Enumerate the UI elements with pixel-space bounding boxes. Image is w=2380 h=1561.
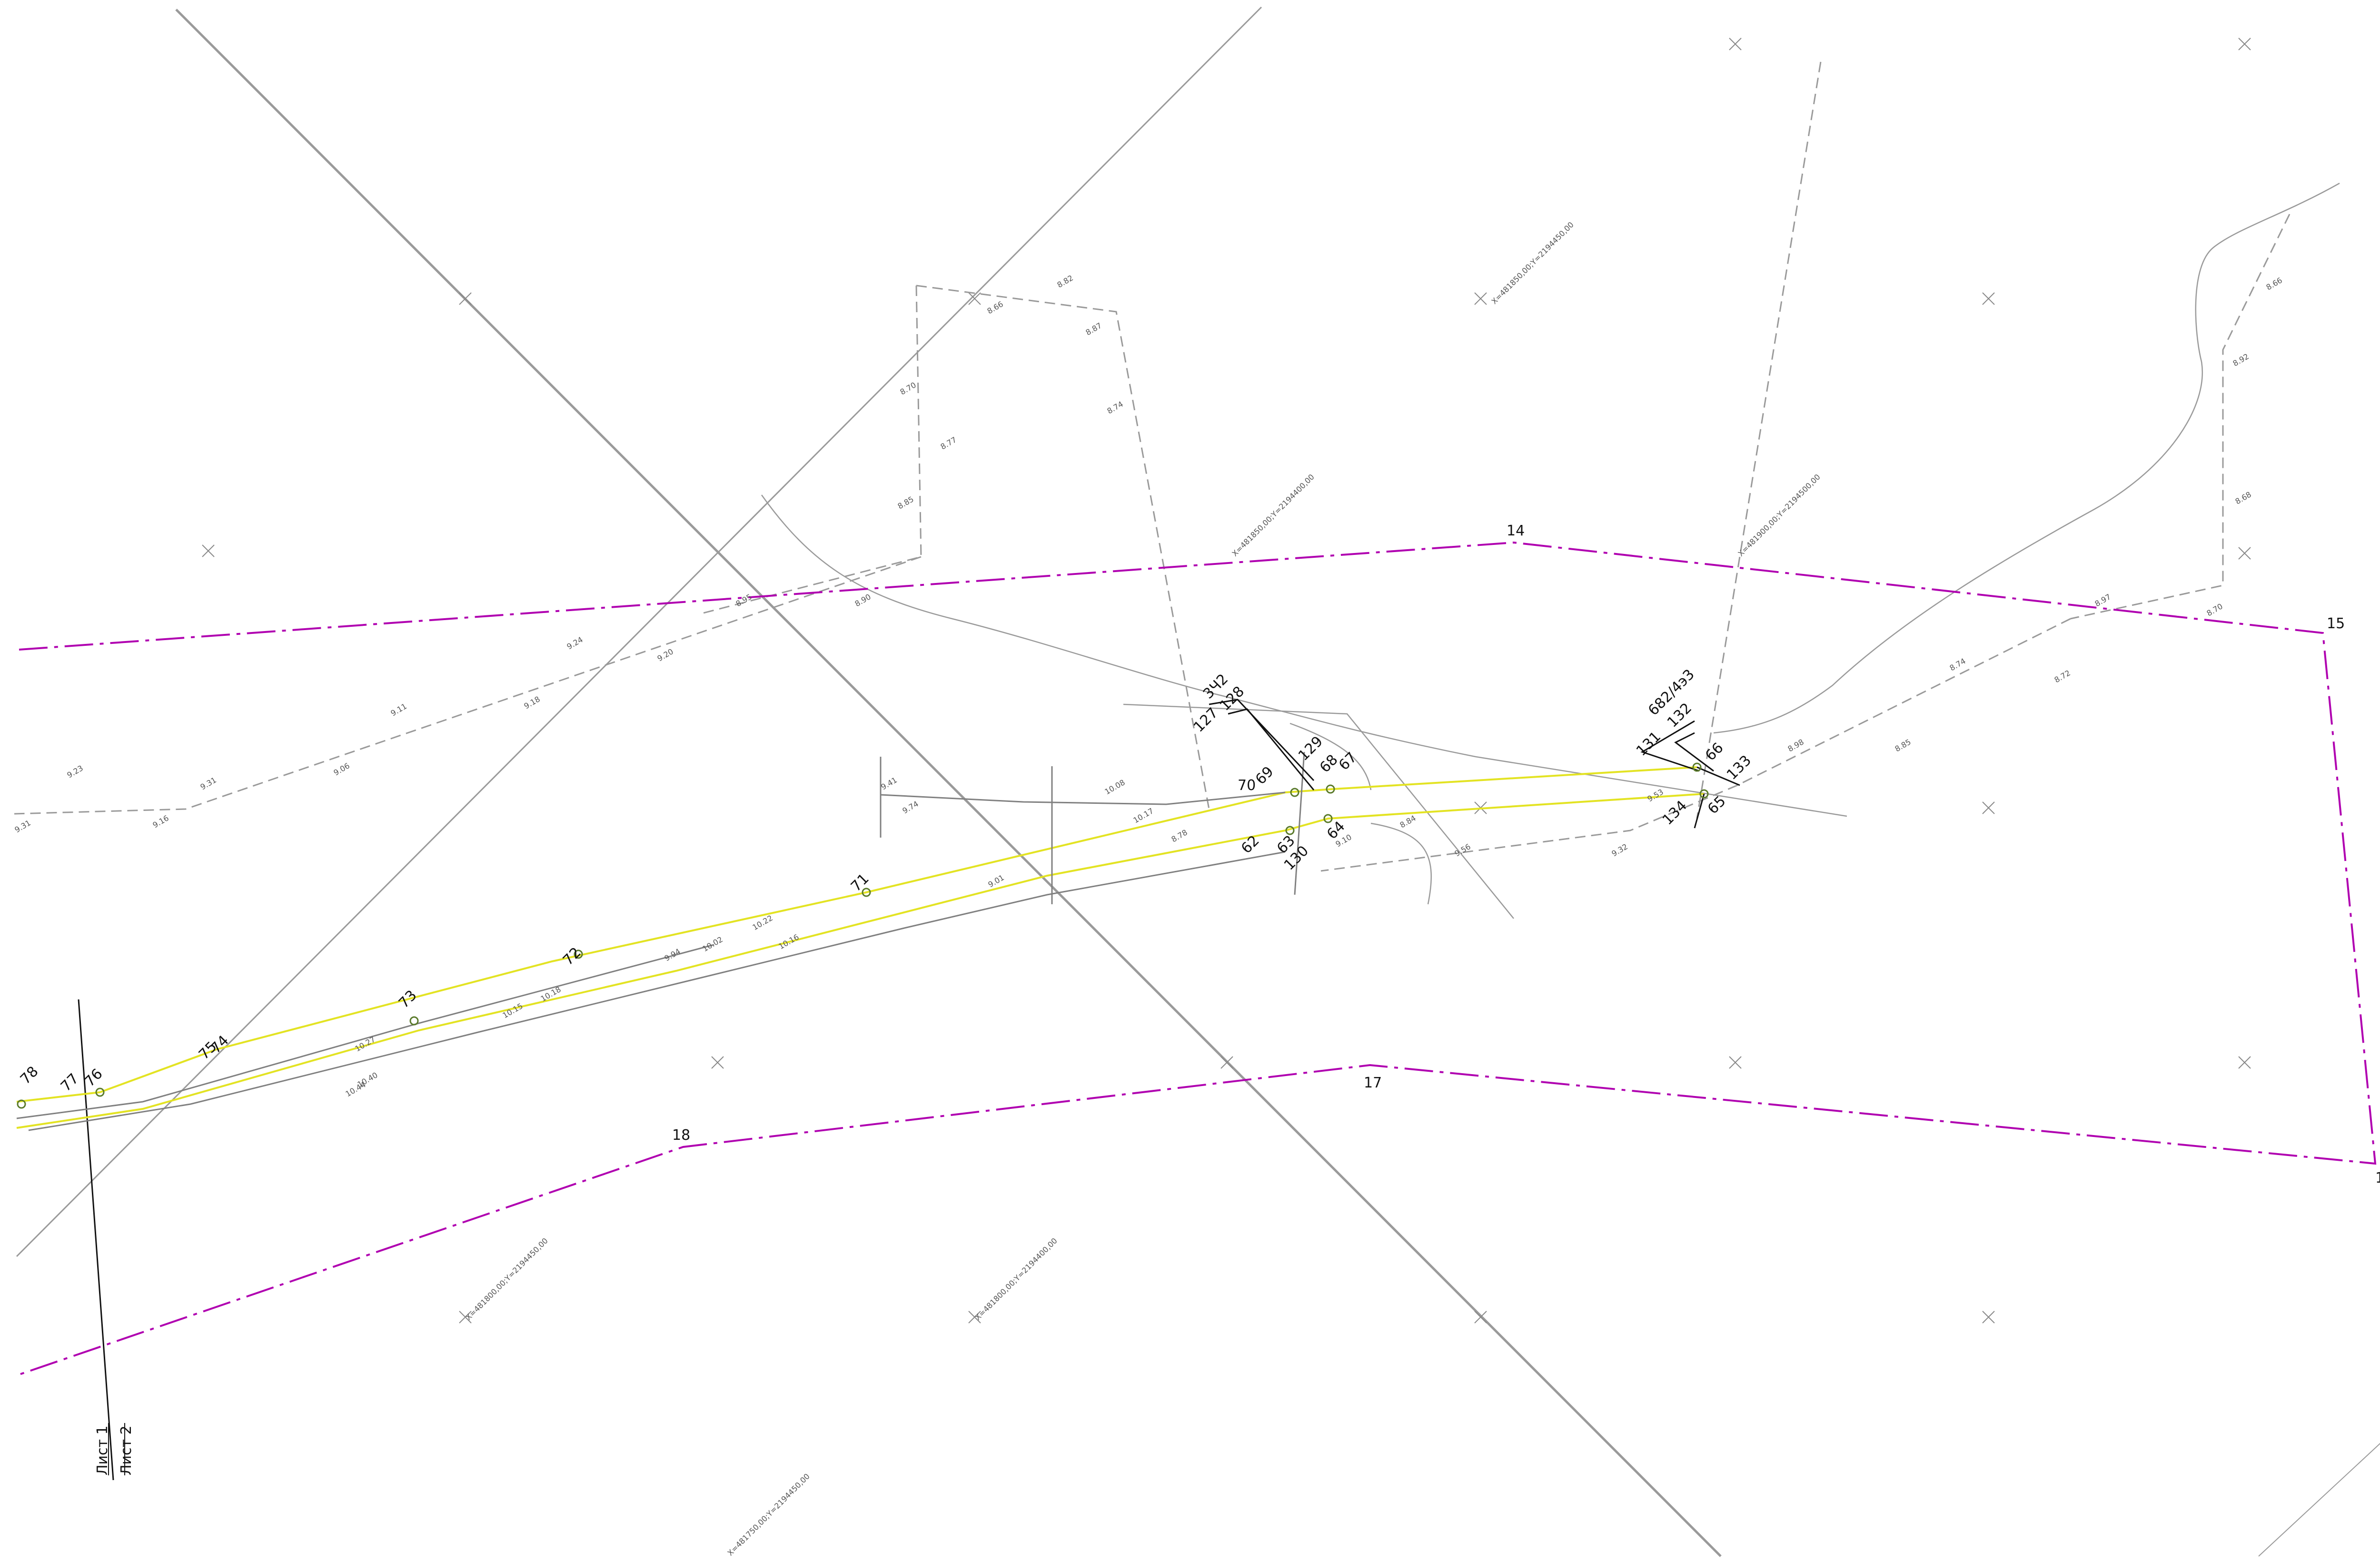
boundary-point-labels: 14 15 16 17 18 [672,523,2380,1186]
spot-height: 9.11 [389,701,408,718]
diagonal-line-corner [2258,1442,2380,1557]
dashed-survey-lines [14,61,2291,872]
structure-ticks [1209,699,1740,829]
diagonal-line-nw-se [175,9,1722,1557]
sheet-labels: Лист 1 Лист 2 [94,1423,135,1475]
spot-height: 8.77 [939,435,958,451]
spot-height: 8.85 [896,494,915,511]
spot-height: 9.18 [523,694,542,711]
boundary-line [16,541,2377,1376]
spot-height: 9.20 [656,647,675,663]
route-point-69: 69 [1252,763,1277,788]
structure-point-131: 131 [1633,728,1664,759]
spot-height: 8.90 [853,592,873,608]
spot-height: 10.02 [701,935,724,953]
spot-height: 9.24 [565,635,585,651]
route-point-78: 78 [17,1063,42,1088]
structure-point-127: 127 [1190,704,1221,735]
boundary-point-14: 14 [1507,523,1525,539]
grid-label: X=481800,00;Y=2194400,00 [973,1236,1059,1322]
route-point-77: 77 [58,1070,82,1095]
spot-height: 9.41 [880,775,899,791]
utility-lines [16,751,1305,1131]
grid-label: X=481750,00;Y=2194450,00 [725,1472,811,1557]
sheet-division-line [78,999,114,1481]
spot-height: 9.53 [1646,787,1665,803]
sheet-label-2: Лист 2 [118,1425,135,1475]
spot-height: 10.17 [1132,806,1155,825]
spot-height: 8.82 [1056,273,1075,289]
route-point-labels: 62 63 64 65 66 67 68 69 70 71 72 73 74 7… [17,740,1729,1095]
boundary-point-17: 17 [1364,1075,1382,1091]
spot-height: 10.44 [344,1080,367,1098]
route-lines [16,766,1705,1129]
route-point-72: 72 [560,944,585,969]
spot-height: 9.94 [663,947,682,963]
spot-height: 8.70 [899,380,918,396]
spot-height: 8.85 [1894,737,1913,753]
spot-height: 10.27 [354,1035,377,1053]
diagonal-line-ne-sw [16,6,1262,1257]
grid-coordinate-labels: X=481850,00;Y=2194400,00 X=481850,00;Y=2… [464,220,1822,1557]
spot-height: 9.32 [1610,842,1629,858]
grid-label: X=481850,00;Y=2194450,00 [1489,220,1575,306]
spot-height: 8.66 [2265,276,2284,292]
grid-label: X=481850,00;Y=2194400,00 [1230,472,1316,558]
spot-height: 8.97 [2093,592,2112,608]
spot-height: 8.95 [734,592,754,608]
spot-height: 9.16 [151,813,170,830]
boundary-point-16: 16 [2375,1170,2380,1186]
route-point-markers [17,762,1709,1109]
spot-height: 8.72 [2053,668,2072,684]
spot-height: 8.92 [2231,352,2251,368]
structure-point-134: 134 [1659,797,1690,828]
grid-label: X=481900,00;Y=2194500,00 [1736,472,1822,558]
spot-height: 10.15 [501,1001,525,1020]
spot-height: 8.68 [2234,490,2253,506]
spot-height: 8.98 [1786,737,1805,753]
spot-height: 9.23 [66,763,85,780]
spot-height: 8.74 [1948,656,1967,672]
spot-height: 8.87 [1084,321,1103,337]
terrain-lines [761,182,2340,919]
route-point-73: 73 [396,987,420,1012]
spot-height: 9.31 [13,818,32,834]
route-point-70: 70 [1238,777,1256,794]
route-point-66: 66 [1702,740,1727,764]
spot-height: 9.31 [199,775,218,791]
spot-height: 9.06 [332,761,351,777]
grid-label: X=481800,00;Y=2194450,00 [464,1236,549,1322]
spot-height: 8.66 [986,299,1005,316]
spot-height: 10.08 [1103,778,1127,796]
spot-height: 10.16 [777,932,801,951]
boundary-point-15: 15 [2327,615,2345,632]
spot-height: 9.74 [901,799,920,815]
spot-height: 8.70 [2205,602,2224,618]
spot-heights: 8.82 8.66 8.87 8.70 8.74 8.77 8.85 8.90 … [13,273,2284,1098]
spot-height: 8.84 [1398,813,1418,830]
spot-height: 8.78 [1170,828,1189,844]
spot-height: 8.74 [1106,399,1125,415]
route-point-68: 68 [1317,751,1341,776]
boundary-point-18: 18 [672,1127,690,1144]
